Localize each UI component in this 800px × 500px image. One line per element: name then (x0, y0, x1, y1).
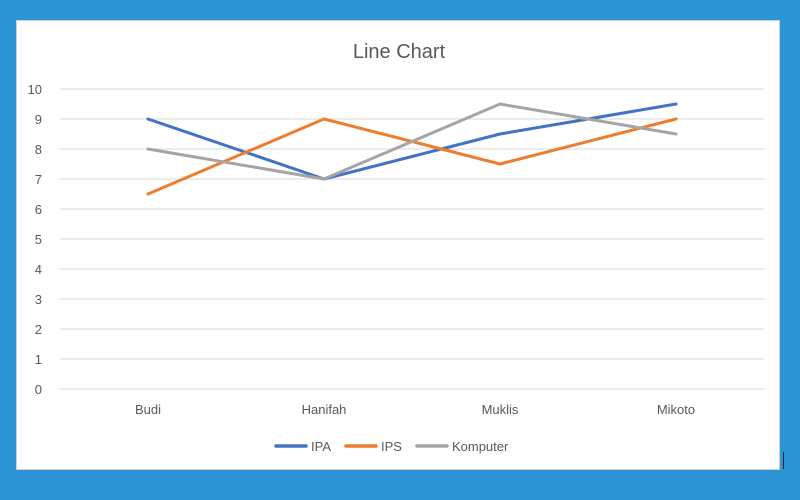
y-tick-label: 9 (35, 112, 42, 127)
chart-frame (16, 20, 780, 470)
y-tick-label: 3 (35, 292, 42, 307)
x-axis-ticks: Budi Hanifah Muklis Mikoto (135, 402, 695, 417)
y-tick-label: 8 (35, 142, 42, 157)
series-line-komputer (146, 102, 678, 181)
y-tick-label: 2 (35, 322, 42, 337)
y-tick-label: 0 (35, 382, 42, 397)
data-point (498, 102, 502, 106)
y-tick-label: 1 (35, 352, 42, 367)
data-point (674, 132, 678, 136)
text-cursor (783, 452, 784, 469)
data-point (498, 132, 502, 136)
data-point (146, 117, 150, 121)
y-tick-label: 7 (35, 172, 42, 187)
data-point (322, 177, 326, 181)
grid-lines (60, 88, 764, 390)
y-axis-ticks: 0 1 2 3 4 5 6 7 8 9 10 (28, 82, 42, 397)
chart-title: Line Chart (353, 41, 446, 63)
legend-label: IPS (381, 439, 402, 454)
y-tick-label: 10 (28, 82, 42, 97)
data-point (322, 117, 326, 121)
legend-label: IPA (311, 439, 331, 454)
legend-label: Komputer (452, 439, 509, 454)
legend: IPA IPS Komputer (274, 439, 509, 454)
x-tick-label: Budi (135, 402, 161, 417)
x-tick-label: Muklis (482, 402, 519, 417)
data-point (674, 102, 678, 106)
series-lines (146, 102, 678, 196)
data-point (498, 162, 502, 166)
data-point (146, 147, 150, 151)
y-tick-label: 5 (35, 232, 42, 247)
y-tick-label: 6 (35, 202, 42, 217)
x-tick-label: Hanifah (302, 402, 347, 417)
data-point (146, 192, 150, 196)
y-tick-label: 4 (35, 262, 42, 277)
x-tick-label: Mikoto (657, 402, 695, 417)
data-point (674, 117, 678, 121)
